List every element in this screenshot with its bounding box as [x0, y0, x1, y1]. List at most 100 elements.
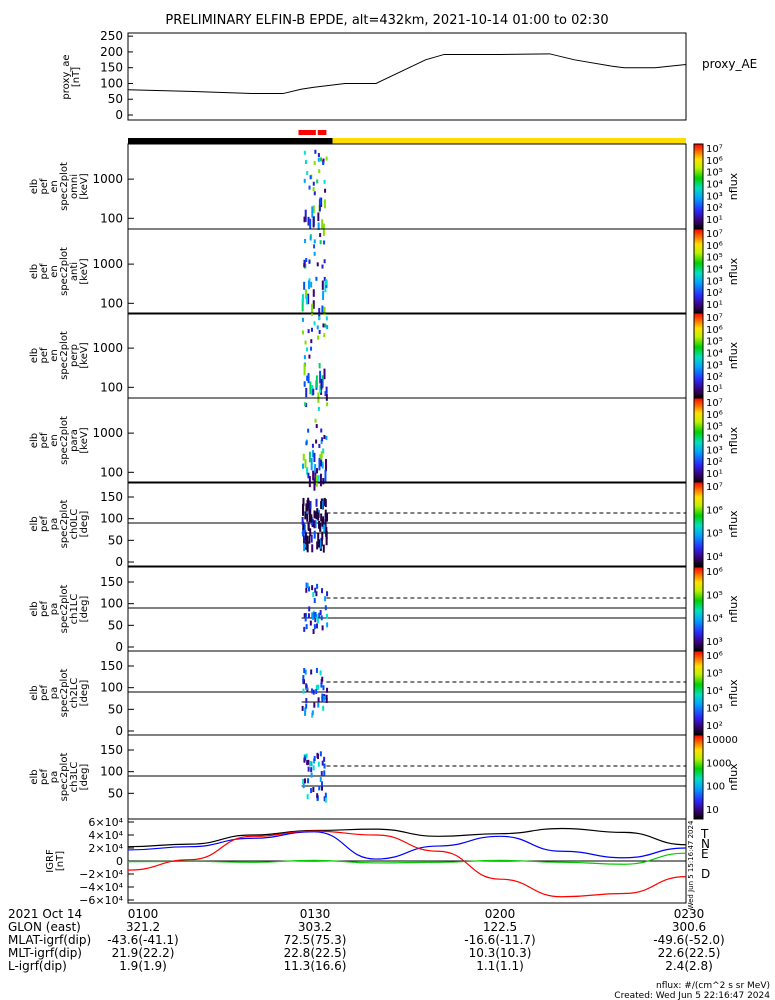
pitch-spectrogram-pixel: [302, 521, 305, 530]
footer-value: 0100: [128, 907, 159, 921]
igrf-legend-N: N: [701, 837, 710, 851]
pitch-spectrogram-pixel: [320, 615, 323, 621]
energy-ylabel-line: pef: [39, 432, 50, 449]
energy-tick-label: 1000: [92, 341, 123, 355]
pitch-spectrogram-pixel: [320, 501, 323, 510]
energy-spectrogram-pixel: [310, 457, 313, 471]
energy-ylabel-line: en: [49, 180, 60, 193]
energy-panel-3-colorbar-tick: 10²: [706, 457, 723, 468]
pitch-spectrogram-pixel: [313, 702, 316, 708]
energy-spectrogram-pixel: [312, 181, 315, 186]
proxy-ae-legend: proxy_AE: [702, 57, 757, 71]
pitch-ylabel-line: pef: [39, 516, 50, 533]
pitch-tick-label: 50: [108, 786, 123, 800]
footer-value: 1.9(1.9): [119, 959, 167, 973]
pitch-spectrogram-pixel: [317, 702, 320, 708]
energy-spectrogram-pixel: [321, 280, 324, 290]
energy-panel-0-colorbar-tick: 10⁴: [706, 180, 723, 191]
energy-panel-1-colorbar-tick: 10⁶: [706, 241, 723, 252]
pitch-spectrogram-pixel: [306, 513, 309, 522]
energy-spectrogram-pixel: [303, 216, 306, 223]
energy-tick-label: 1000: [92, 172, 123, 186]
energy-panel-0-colorbar-tick: 10⁷: [706, 144, 723, 155]
energy-spectrogram-pixel: [316, 325, 319, 330]
energy-spectrogram-pixel: [310, 339, 313, 344]
energy-spectrogram-pixel: [312, 300, 315, 309]
pitch-spectrogram-pixel: [315, 498, 318, 507]
energy-spectrogram-pixel: [308, 354, 311, 359]
energy-spectrogram-pixel: [307, 428, 310, 433]
energy-ylabel-line: elb: [29, 433, 40, 448]
energy-spectrogram-pixel: [313, 244, 316, 249]
pitch-spectrogram-pixel: [321, 760, 324, 766]
energy-spectrogram-pixel: [324, 323, 327, 328]
pitch-tick-label: 0: [115, 640, 123, 654]
energy-spectrogram-pixel: [318, 169, 321, 174]
pitch-spectrogram-pixel: [301, 516, 304, 525]
pitch-ylabel-line: elb: [29, 516, 40, 531]
pitch-spectrogram-pixel: [317, 697, 320, 703]
pitch-spectrogram-pixel: [306, 582, 309, 588]
energy-spectrogram-pixel: [320, 451, 323, 458]
pitch-spectrogram-pixel: [321, 785, 324, 791]
energy-ylabel-line: spec2plot: [59, 331, 70, 380]
pitch-ylabel-line: [deg]: [79, 680, 90, 707]
proxy-ae-tick-label: 50: [108, 92, 123, 106]
pitch-spectrogram-pixel: [317, 533, 320, 542]
energy-ylabel-line: pef: [39, 347, 50, 364]
energy-spectrogram-pixel: [317, 222, 320, 231]
pitch-spectrogram-pixel: [322, 705, 325, 711]
pitch-spectrogram-pixel: [309, 501, 312, 510]
footer-row-label: GLON (east): [8, 920, 81, 934]
pitch-spectrogram-pixel: [303, 535, 306, 544]
footer-value: 22.6(22.5): [658, 946, 721, 960]
pitch-spectrogram-pixel: [308, 514, 311, 523]
energy-spectrogram-pixel: [318, 329, 321, 334]
footer-value: 1.1(1.1): [476, 959, 524, 973]
energy-spectrogram-pixel: [304, 238, 307, 243]
chart-title: PRELIMINARY ELFIN-B EPDE, alt=432km, 202…: [165, 13, 608, 28]
pitch-panel-3-colorbar-label: nflux: [727, 763, 740, 791]
pitch-spectrogram-pixel: [316, 752, 319, 758]
pitch-ylabel-line: elb: [29, 685, 40, 700]
pitch-spectrogram-pixel: [303, 543, 306, 552]
energy-ylabel-line: elb: [29, 179, 40, 194]
energy-spectrogram-pixel: [313, 321, 316, 326]
energy-spectrogram-pixel: [301, 317, 304, 322]
energy-panel-1-colorbar-tick: 10⁵: [706, 253, 723, 264]
energy-ylabel-line: anti: [69, 262, 80, 281]
energy-panel-1-colorbar-label: nflux: [727, 257, 740, 285]
energy-spectrogram-pixel: [307, 329, 310, 334]
energy-spectrogram-pixel: [318, 458, 321, 471]
pitch-tick-label: 100: [100, 512, 123, 526]
igrf-tick-label: −4×10⁴: [79, 881, 123, 894]
igrf-tick-label: 4×10⁴: [88, 829, 123, 842]
energy-panel-0-colorbar-tick: 10²: [706, 203, 723, 214]
pitch-spectrogram-pixel: [321, 518, 324, 527]
footer-value: 11.3(16.6): [284, 959, 347, 973]
energy-spectrogram-pixel: [321, 379, 324, 389]
pitch-spectrogram-pixel: [326, 613, 329, 619]
energy-spectrogram-pixel: [304, 209, 307, 222]
pitch-spectrogram-pixel: [303, 778, 306, 784]
energy-spectrogram-pixel: [307, 293, 310, 305]
igrf-tick-label: 6×10⁴: [88, 816, 123, 829]
pitch-tick-label: 100: [100, 681, 123, 695]
pitch-spectrogram-pixel: [313, 612, 316, 618]
energy-panel-3-colorbar-label: nflux: [727, 426, 740, 454]
pitch-spectrogram-pixel: [324, 792, 327, 798]
pitch-spectrogram-pixel: [306, 541, 309, 550]
igrf-series-E: [127, 852, 687, 865]
pitch-spectrogram-pixel: [304, 755, 307, 761]
pitch-spectrogram-pixel: [305, 587, 308, 593]
footer-value: 0230: [674, 907, 705, 921]
energy-tick-label: 1000: [92, 257, 123, 271]
pitch-spectrogram-pixel: [304, 710, 307, 716]
energy-panel-frame: [127, 143, 687, 230]
pitch-ylabel-line: [deg]: [79, 511, 90, 538]
energy-panel-1-colorbar-tick: 10³: [706, 276, 723, 287]
footer-value: -49.6(-52.0): [653, 933, 724, 947]
energy-spectrogram-pixel: [322, 323, 325, 328]
pitch-ylabel-line: pef: [39, 769, 50, 786]
